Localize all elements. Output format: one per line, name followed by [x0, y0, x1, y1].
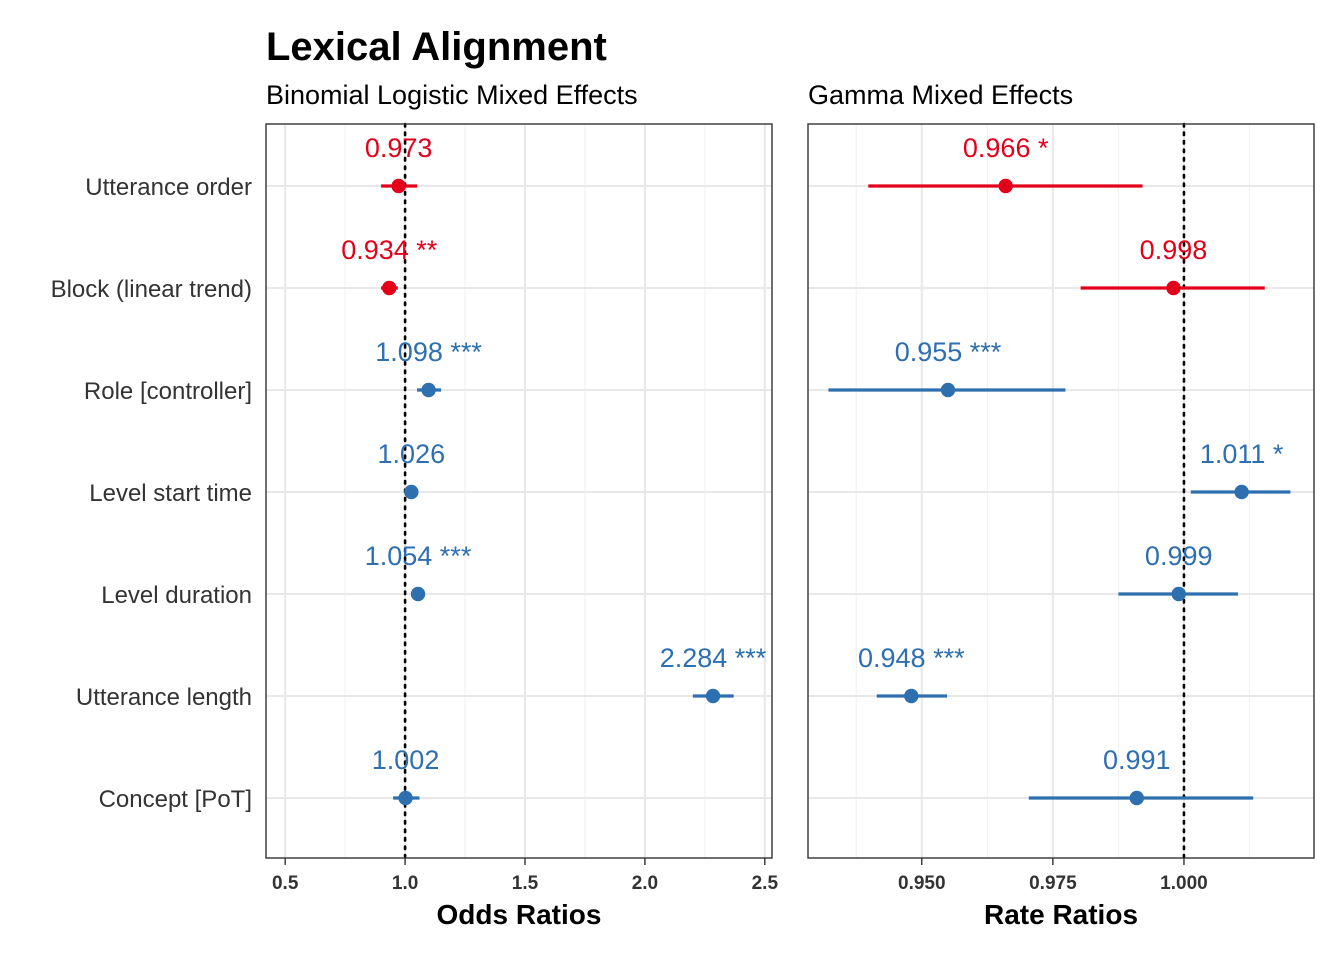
left-point-concept-pot — [398, 790, 413, 806]
left-value-label-level-duration: 1.054 *** — [365, 541, 472, 571]
category-labels: Utterance order Block (linear trend) Role … — [51, 174, 252, 813]
right-point-role-controller — [940, 382, 956, 398]
right-point-concept-pot — [1129, 790, 1144, 806]
right-value-label-role-controller: 0.955 *** — [895, 337, 1002, 367]
right-value-label-level-duration: 0.999 — [1145, 541, 1213, 571]
right-point-block-linear-trend — [1166, 280, 1181, 296]
left-x-axis-title: Odds Ratios — [437, 899, 602, 930]
right-value-label-block-linear-trend: 0.998 — [1140, 235, 1208, 265]
category-label-utterance-length: Utterance length — [76, 684, 252, 711]
left-value-label-concept-pot: 1.002 — [372, 745, 440, 775]
left-point-role-controller — [421, 382, 436, 398]
right-point-level-start-time — [1234, 484, 1249, 500]
category-label-role-controller: Role [controller] — [84, 378, 252, 405]
left-x-tick-label: 1.5 — [512, 873, 539, 894]
category-label-block-linear-trend: Block (linear trend) — [51, 276, 252, 303]
left-value-label-role-controller: 1.098 *** — [375, 337, 482, 367]
left-point-block-linear-trend — [382, 280, 397, 296]
rate-ratio-panel: 0.966 * 0.998 0.955 *** 1.011 * 0.999 0.948 *… — [807, 122, 1315, 894]
chart-title: Lexical Alignment — [266, 25, 607, 69]
right-x-tick-label: 0.950 — [898, 873, 946, 894]
right-x-axis-title: Rate Ratios — [984, 899, 1138, 930]
left-x-tick-label: 2.5 — [752, 873, 779, 894]
right-x-tick-label: 0.975 — [1029, 873, 1077, 894]
right-value-label-utterance-length: 0.948 *** — [858, 643, 965, 673]
left-value-label-level-start-time: 1.026 — [378, 439, 446, 469]
left-point-utterance-order — [391, 178, 406, 194]
left-x-tick-label: 1.0 — [392, 873, 418, 894]
left-x-tick-label: 0.5 — [272, 873, 299, 894]
left-value-label-utterance-length: 2.284 *** — [660, 643, 767, 673]
left-panel-border — [265, 123, 773, 859]
right-value-label-concept-pot: 0.991 — [1103, 745, 1171, 775]
left-point-level-start-time — [404, 484, 419, 500]
left-x-tick-label: 2.0 — [632, 873, 658, 894]
right-point-level-duration — [1171, 586, 1186, 602]
right-panel-subtitle: Gamma Mixed Effects — [808, 80, 1073, 110]
right-point-utterance-order — [998, 178, 1013, 194]
category-label-utterance-order: Utterance order — [85, 174, 252, 201]
odds-ratio-panel: 0.973 0.934 ** 1.098 *** 1.026 1.054 *** 2.28… — [265, 122, 779, 894]
category-label-level-start-time: Level start time — [89, 480, 252, 507]
right-value-label-utterance-order: 0.966 * — [963, 133, 1049, 163]
right-value-label-level-start-time: 1.011 * — [1200, 439, 1284, 469]
right-x-tick-label: 1.000 — [1160, 873, 1208, 894]
left-point-level-duration — [410, 586, 426, 602]
right-panel-border — [807, 123, 1315, 859]
left-value-label-utterance-order: 0.973 — [365, 133, 433, 163]
right-point-utterance-length — [904, 688, 919, 704]
left-value-label-block-linear-trend: 0.934 ** — [341, 235, 438, 265]
left-point-utterance-length — [705, 688, 721, 704]
category-label-level-duration: Level duration — [101, 582, 252, 609]
left-panel-subtitle: Binomial Logistic Mixed Effects — [266, 80, 638, 110]
category-label-concept-pot: Concept [PoT] — [99, 786, 252, 813]
